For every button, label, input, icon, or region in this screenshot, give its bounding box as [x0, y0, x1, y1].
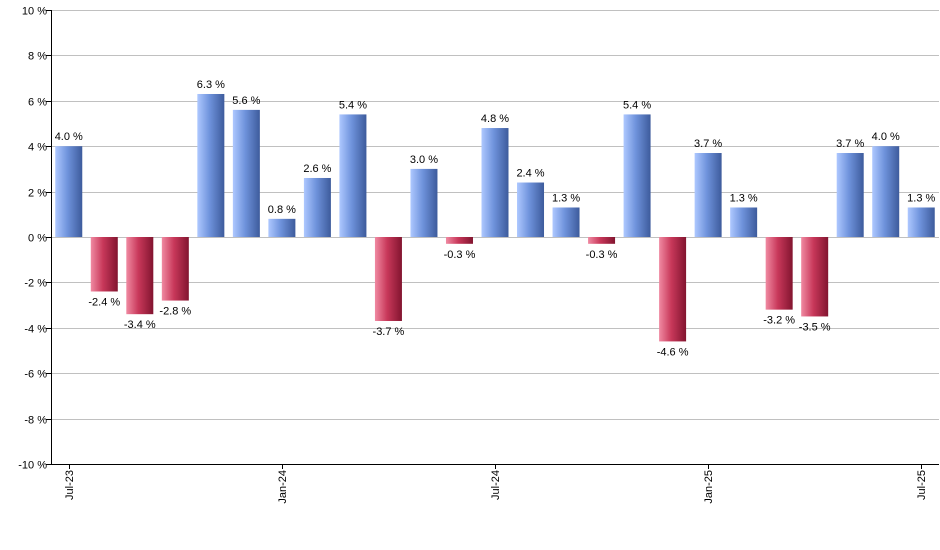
y-tick-label: -2 % [24, 278, 47, 290]
bar-feb-25 [730, 207, 758, 237]
bar-value-label: -3.2 % [763, 315, 795, 327]
bar-dec-23 [232, 109, 260, 237]
y-tick-label: 0 % [28, 233, 47, 245]
bar-value-label: 0.8 % [268, 204, 296, 216]
x-tick-label: Jul-24 [490, 470, 502, 500]
bar-feb-24 [303, 177, 331, 237]
axes: 10 % 8 % 6 % 4 % 2 % 0 % -2 % -4 % -6 % -8 % -10 %… [18, 6, 939, 504]
bar-value-label: 3.0 % [410, 154, 438, 166]
bar-value-label: 6.3 % [197, 79, 225, 91]
y-tick-label: 8 % [28, 51, 47, 63]
bar-value-label: -4.6 % [657, 346, 689, 358]
bar-oct-24 [588, 237, 616, 244]
bar-value-label: 4.0 % [55, 131, 83, 143]
y-tick-label: 4 % [28, 142, 47, 154]
y-tick-label: -8 % [24, 415, 47, 427]
bar-value-label: -3.7 % [373, 326, 405, 338]
bars [55, 93, 935, 342]
bar-may-24 [410, 168, 438, 237]
x-tick-label: Jul-23 [64, 470, 76, 500]
bar-value-label: 5.6 % [232, 95, 260, 107]
bar-value-label: 2.6 % [303, 163, 331, 175]
bar-value-label: 3.7 % [836, 138, 864, 150]
y-tick-label: -10 % [18, 460, 47, 472]
bar-jun-24 [445, 237, 473, 244]
bar-value-label: 1.3 % [730, 192, 758, 204]
bar-value-label: -2.4 % [88, 296, 120, 308]
bar-jun-25 [872, 146, 900, 237]
bar-sep-23 [126, 237, 154, 315]
bar-value-label: -3.5 % [799, 321, 831, 333]
data-labels: 4.0 % -2.4 % -3.4 %-2.8 % 6.3 % 5.6 % 0.8 % 2.… [55, 79, 936, 358]
bar-value-label: -0.3 % [444, 249, 476, 261]
bar-oct-23 [161, 237, 189, 301]
y-tick-label: -4 % [24, 324, 47, 336]
x-tick-label: Jul-25 [916, 470, 928, 500]
bar-value-label: -2.8 % [159, 306, 191, 318]
bar-value-label: 1.3 % [552, 192, 580, 204]
bar-jul-24 [481, 128, 509, 237]
bar-value-label: 4.8 % [481, 113, 509, 125]
bar-apr-25 [801, 237, 829, 317]
bar-value-label: 4.0 % [872, 131, 900, 143]
y-tick-label: 10 % [22, 6, 47, 18]
bar-mar-24 [339, 114, 367, 237]
bar-jan-25 [694, 153, 722, 237]
x-tick-label: Jan-24 [277, 470, 289, 504]
bar-jul-25 [907, 207, 935, 237]
bar-value-label: 5.4 % [623, 99, 651, 111]
bar-may-25 [836, 153, 864, 237]
bar-value-label: 2.4 % [516, 168, 544, 180]
bar-value-label: 1.3 % [907, 192, 935, 204]
x-tick-label: Jan-25 [703, 470, 715, 504]
bar-value-label: 5.4 % [339, 99, 367, 111]
bar-nov-24 [623, 114, 651, 237]
y-tick-label: 2 % [28, 188, 47, 200]
y-tick-label: 6 % [28, 97, 47, 109]
y-tick-label: -6 % [24, 369, 47, 381]
bar-sep-24 [552, 207, 580, 237]
bar-value-label: 3.7 % [694, 138, 722, 150]
bar-jul-23 [55, 146, 83, 237]
bar-nov-23 [197, 93, 225, 238]
bar-apr-24 [374, 237, 402, 321]
bar-value-label: -3.4 % [124, 319, 156, 331]
bar-mar-25 [765, 237, 793, 310]
bar-aug-24 [517, 182, 545, 237]
bar-dec-24 [659, 237, 687, 342]
bar-aug-23 [90, 237, 118, 292]
bar-value-label: -0.3 % [586, 249, 618, 261]
bar-jan-24 [268, 218, 296, 237]
